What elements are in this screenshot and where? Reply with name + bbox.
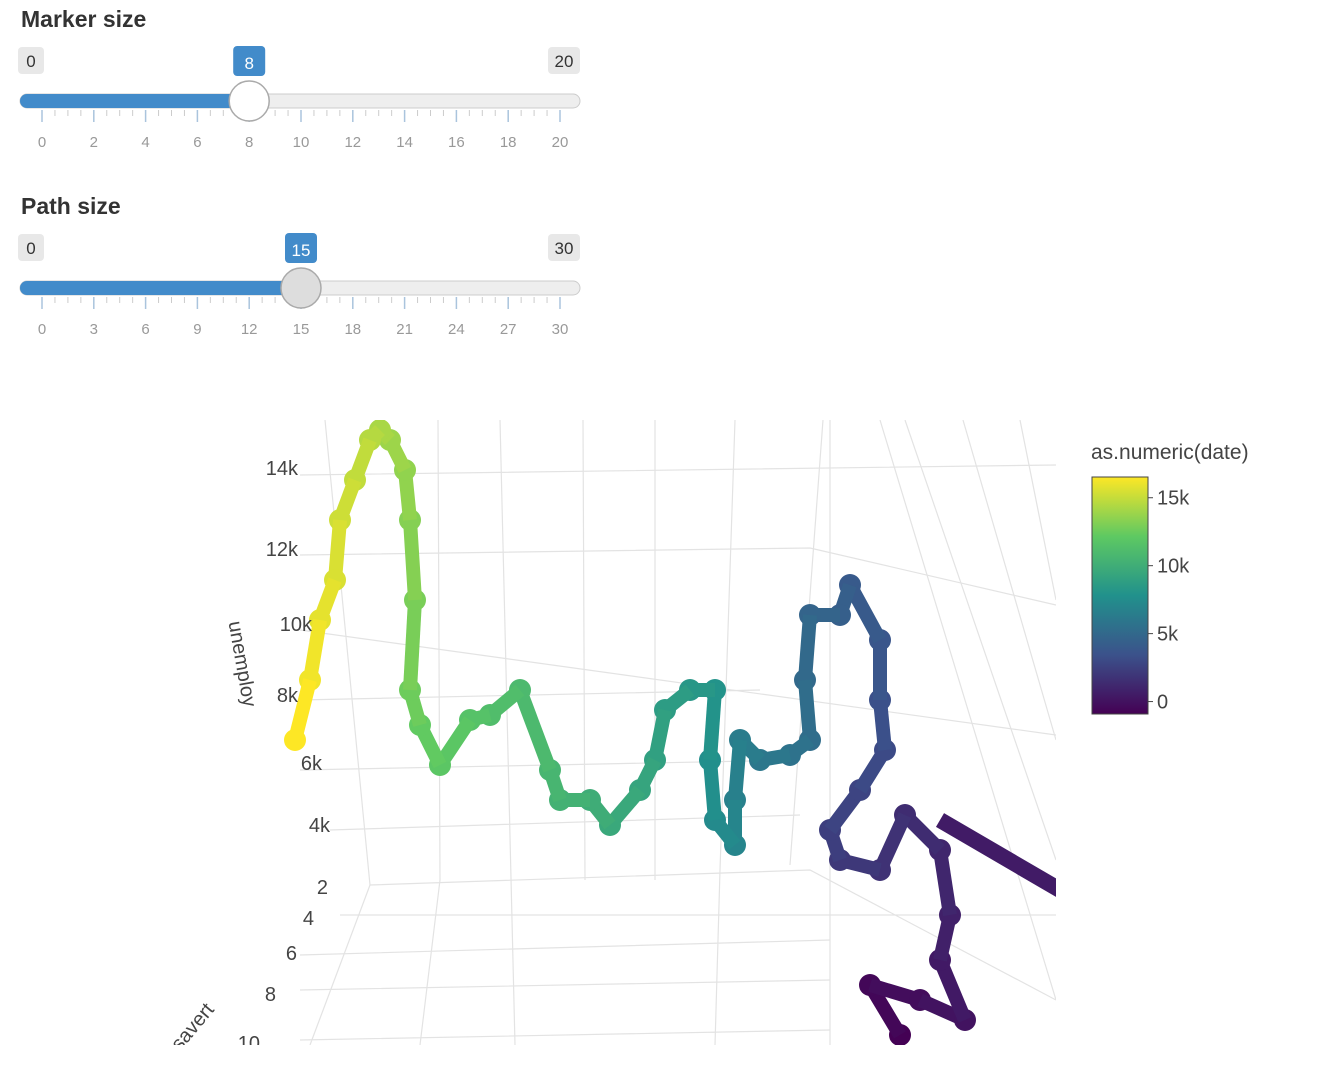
z-tick-label: 14k (266, 458, 299, 480)
slider-handle[interactable] (228, 80, 270, 122)
slider-min: 0 (26, 239, 35, 258)
trace-path (284, 420, 1056, 1045)
trace-segment (703, 689, 722, 761)
slider-tick-label: 4 (141, 134, 149, 151)
slider-tick-label: 24 (448, 321, 465, 338)
slider-value-bg (233, 46, 266, 76)
slider-tick-label: 21 (396, 321, 413, 338)
z-tick-label: 8k (277, 685, 299, 707)
slider-min: 0 (26, 52, 35, 71)
z-tick-label: 12k (266, 539, 299, 561)
trace-segment (403, 519, 422, 601)
slider-tick-label: 20 (552, 134, 569, 151)
slider-tick-label: 0 (38, 321, 46, 338)
trace-tail (935, 813, 1056, 897)
slider-tick-label: 6 (141, 321, 149, 338)
slider-tick-label: 15 (293, 321, 310, 338)
z-axis-title: unemploy (224, 619, 261, 708)
y-tick-label: 6 (286, 943, 297, 965)
y-axis-title: psavert (160, 999, 219, 1064)
slider-max: 20 (555, 52, 574, 71)
slider-tick-label: 8 (245, 134, 253, 151)
z-tick-label: 6k (301, 753, 323, 775)
slider-tick-label: 16 (448, 134, 465, 151)
slider-tick-label: 0 (38, 134, 46, 151)
y-tick-label: 2 (317, 877, 328, 899)
slider-tick-label: 9 (193, 321, 201, 338)
slider-fill (20, 281, 301, 295)
trace-segment (513, 687, 557, 773)
slider-tick-label: 18 (500, 134, 517, 151)
slider-tick-label: 10 (293, 134, 310, 151)
slider-limit-bg (18, 47, 44, 74)
slider-tick-label: 27 (500, 321, 517, 338)
slider-tick-label: 12 (241, 321, 258, 338)
z-tick-label: 4k (309, 815, 331, 837)
trace-segment (403, 599, 422, 691)
slider-tick-label: 12 (344, 134, 361, 151)
slider-value: 15 (292, 241, 311, 260)
slider-tick-label: 30 (552, 321, 569, 338)
y-tick-label: 10 (238, 1033, 260, 1055)
colorbar-title: as.numeric(date) (1091, 441, 1249, 464)
slider-label: Path size (21, 193, 121, 219)
colorbar: as.numeric(date) 15k 10k 5k 0 (1091, 441, 1249, 715)
y-tick-label: 4 (303, 908, 314, 930)
trace-marker (284, 729, 306, 751)
y-tick-label: 8 (265, 984, 276, 1006)
slider-tick-label: 14 (396, 134, 413, 151)
slider-limit-bg (548, 234, 580, 261)
slider-limit-bg (548, 47, 580, 74)
slider-tick-label: 6 (193, 134, 201, 151)
slider-value: 8 (244, 54, 253, 73)
colorbar-tick-label: 5k (1157, 624, 1179, 646)
slider-fill (20, 94, 250, 108)
slider-max: 30 (555, 239, 574, 258)
slider-tick-label: 3 (90, 321, 98, 338)
slider-handle[interactable] (280, 267, 322, 309)
slider-tick-label: 2 (90, 134, 98, 151)
colorbar-tick-label: 15k (1157, 488, 1190, 510)
colorbar-scale (1091, 476, 1149, 715)
slider-value-bg (285, 233, 317, 263)
z-tick-label: 10k (280, 614, 313, 636)
colorbar-tick-label: 10k (1157, 556, 1190, 578)
slider-label: Marker size (21, 6, 146, 32)
slider-tick-label: 18 (344, 321, 361, 338)
colorbar-tick-label: 0 (1157, 692, 1168, 714)
slider-limit-bg (18, 234, 44, 261)
